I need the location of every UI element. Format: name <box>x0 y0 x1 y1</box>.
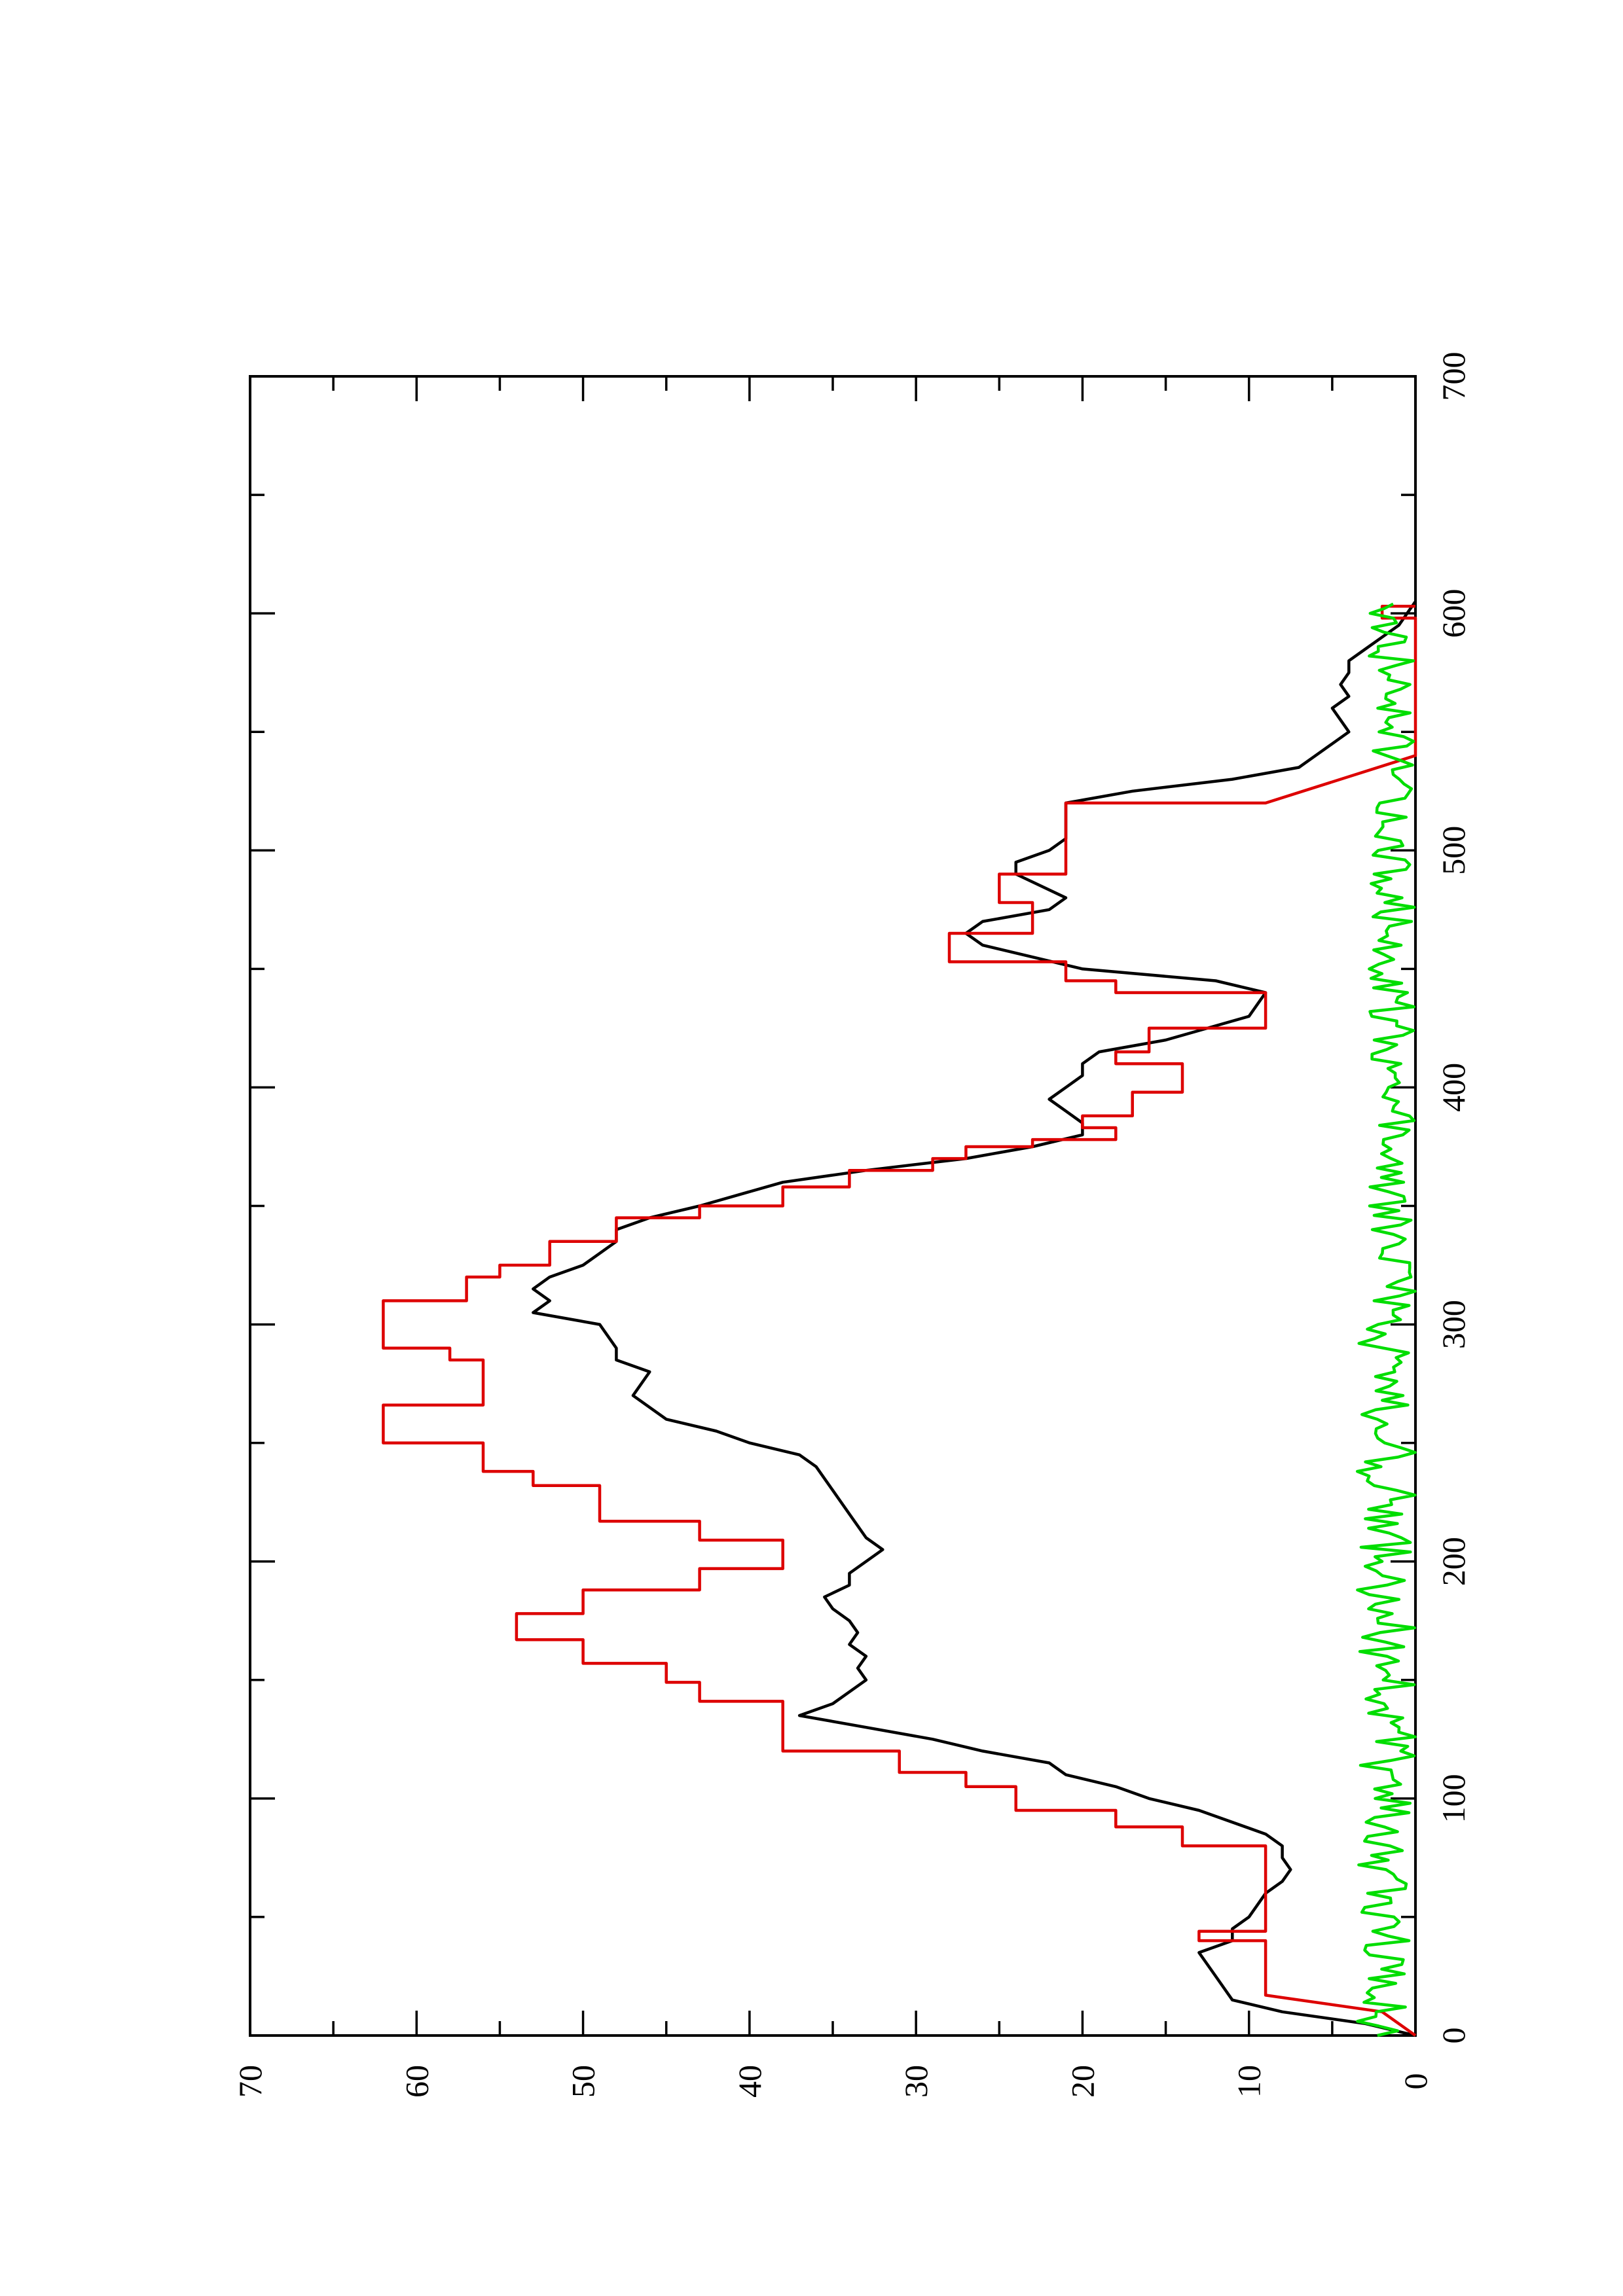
plot-area: 0 100 200 300 400 500 600 700 0 10 20 30 40 50 60 70 <box>232 352 1472 2098</box>
x-tick-label: 100 <box>1435 1774 1472 1823</box>
x-tick-label: 700 <box>1435 352 1472 401</box>
x-tick-label: 0 <box>1435 2028 1472 2044</box>
y-tick-label: 40 <box>731 2065 768 2098</box>
series-line-3 <box>1355 602 1417 2037</box>
y-tick-label: 0 <box>1397 2073 1434 2090</box>
y-tick-label: 20 <box>1064 2065 1101 2098</box>
x-tick-label: 200 <box>1435 1537 1472 1586</box>
axis-ticks <box>250 376 1415 2036</box>
series-line-1 <box>532 600 1417 2037</box>
y-tick-label: 50 <box>565 2065 602 2098</box>
plot-frame <box>249 375 1417 2037</box>
x-tick-label: 500 <box>1435 826 1472 875</box>
series-group <box>382 600 1417 2037</box>
y-tick-label: 60 <box>398 2065 435 2098</box>
x-tick-label: 400 <box>1435 1063 1472 1112</box>
tick-labels: 0 100 200 300 400 500 600 700 0 10 20 30 40 50 60 70 <box>232 352 1472 2098</box>
y-tick-label: 70 <box>232 2065 268 2098</box>
y-tick-label: 10 <box>1231 2065 1267 2098</box>
x-tick-label: 300 <box>1435 1300 1472 1349</box>
x-tick-label: 600 <box>1435 589 1472 638</box>
series-line-2 <box>382 605 1417 2037</box>
y-tick-label: 30 <box>898 2065 934 2098</box>
